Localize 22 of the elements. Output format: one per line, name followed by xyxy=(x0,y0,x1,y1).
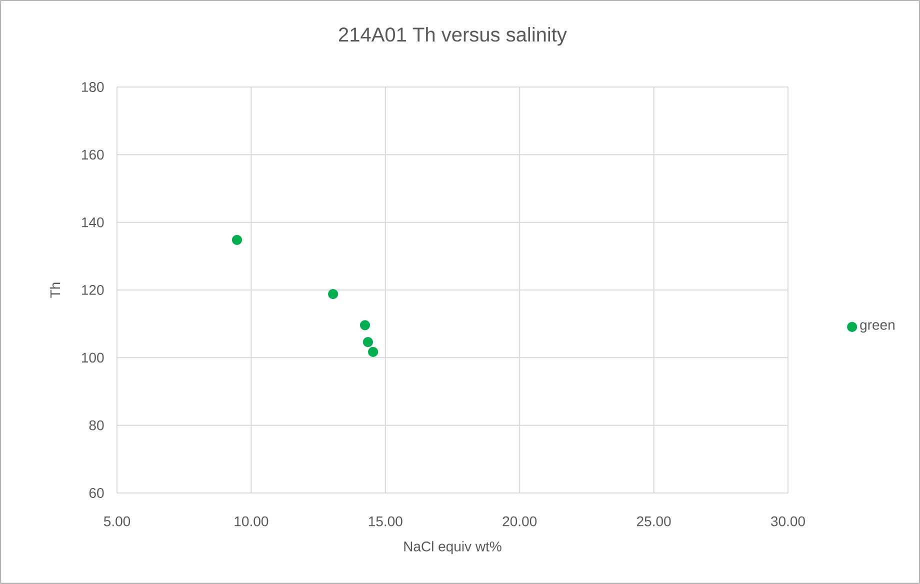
y-tick-label: 60 xyxy=(89,488,104,498)
y-axis-title: Th xyxy=(50,282,60,298)
y-tick-label: 160 xyxy=(82,150,104,160)
y-tick-label: 100 xyxy=(82,352,104,363)
point xyxy=(232,234,242,245)
chart-title: 214A01 Th versus salinity xyxy=(339,27,567,46)
point xyxy=(368,346,378,357)
x-tick-label: 20.00 xyxy=(502,516,537,526)
legend-label: green xyxy=(860,322,894,333)
x-axis-title: NaCl equiv wt% xyxy=(404,541,502,554)
y-tick-label: 180 xyxy=(82,82,104,92)
y-tick-label: 80 xyxy=(89,420,104,430)
x-tick-label: 25.00 xyxy=(636,516,671,526)
x-tick-label: 15.00 xyxy=(368,516,402,526)
x-tick-label: 10.00 xyxy=(234,516,268,526)
point xyxy=(362,337,374,348)
point xyxy=(328,288,338,300)
x-tick-label: 30.00 xyxy=(771,516,805,526)
point xyxy=(360,320,370,330)
y-tick-label: 140 xyxy=(82,217,104,228)
y-tick-label: 120 xyxy=(82,285,104,295)
x-tick-label: 5.00 xyxy=(104,516,130,526)
